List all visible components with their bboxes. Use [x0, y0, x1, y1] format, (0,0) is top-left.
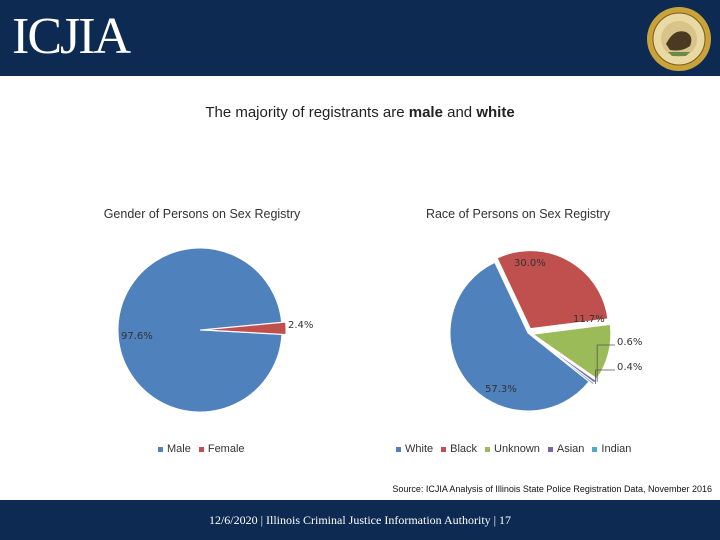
race-legend-label-black: Black	[450, 443, 478, 455]
gender-pie	[117, 247, 287, 413]
race-legend-swatch-white	[396, 446, 401, 452]
gender-label-male: 97.6%	[121, 331, 153, 342]
race-label-asian: 0.6%	[617, 337, 642, 348]
race-slice-black	[496, 250, 609, 330]
gender-slice-male	[117, 247, 283, 413]
race-slice-indian	[531, 335, 595, 386]
gender-legend-label-female: Female	[207, 443, 245, 455]
icjia-logo: ICJIA	[12, 8, 131, 65]
header-bar: ICJIA	[0, 0, 720, 76]
race-label-black: 30.0%	[514, 258, 546, 269]
race-legend-label-unknown: Unknown	[494, 443, 540, 455]
race-slice-white	[449, 261, 590, 412]
gender-chart-title: Gender of Persons on Sex Registry	[103, 207, 301, 221]
race-label-unknown: 11.7%	[573, 314, 605, 325]
illinois-state-seal-icon	[647, 7, 711, 71]
gender-label-female: 2.4%	[288, 320, 313, 331]
gender-legend-item-female: Female	[198, 443, 245, 455]
race-legend-item-white: White	[396, 443, 433, 455]
gender-slice-female	[203, 321, 287, 335]
race-legend-item-asian: Asian	[547, 443, 585, 455]
race-legend-swatch-indian	[592, 446, 598, 452]
slide-title: The majority of registrants are male and…	[205, 104, 515, 121]
race-legend-item-black: Black	[441, 443, 477, 455]
gender-legend-item-male: Male	[158, 443, 191, 455]
race-legend-label-white: White	[405, 443, 434, 455]
gender-legend: Male Female	[158, 443, 245, 455]
race-leader-indian	[595, 369, 615, 384]
race-pie	[449, 250, 612, 412]
footer-text: 12/6/2020 | Illinois Criminal Justice In…	[208, 512, 512, 527]
race-legend-swatch-asian	[547, 446, 553, 452]
race-chart-title: Race of Persons on Sex Registry	[425, 207, 611, 221]
race-legend-label-indian: Indian	[601, 443, 632, 455]
race-legend-swatch-black	[441, 446, 447, 452]
race-legend: White Black Unknown Asian Indian	[396, 443, 631, 455]
gender-legend-swatch-male	[158, 446, 163, 452]
race-label-white: 57.3%	[485, 384, 517, 395]
race-label-indian: 0.4%	[617, 362, 642, 373]
race-legend-label-asian: Asian	[556, 443, 585, 455]
gender-legend-label-male: Male	[167, 443, 191, 455]
race-legend-item-indian: Indian	[592, 443, 631, 455]
footer-bar: 12/6/2020 | Illinois Criminal Justice In…	[0, 500, 720, 540]
race-leader-asian	[596, 344, 615, 382]
race-legend-item-unknown: Unknown	[485, 443, 540, 455]
source-note: Source: ICJIA Analysis of Illinois State…	[392, 484, 712, 494]
race-legend-swatch-unknown	[485, 446, 491, 452]
gender-legend-swatch-female	[198, 446, 204, 452]
